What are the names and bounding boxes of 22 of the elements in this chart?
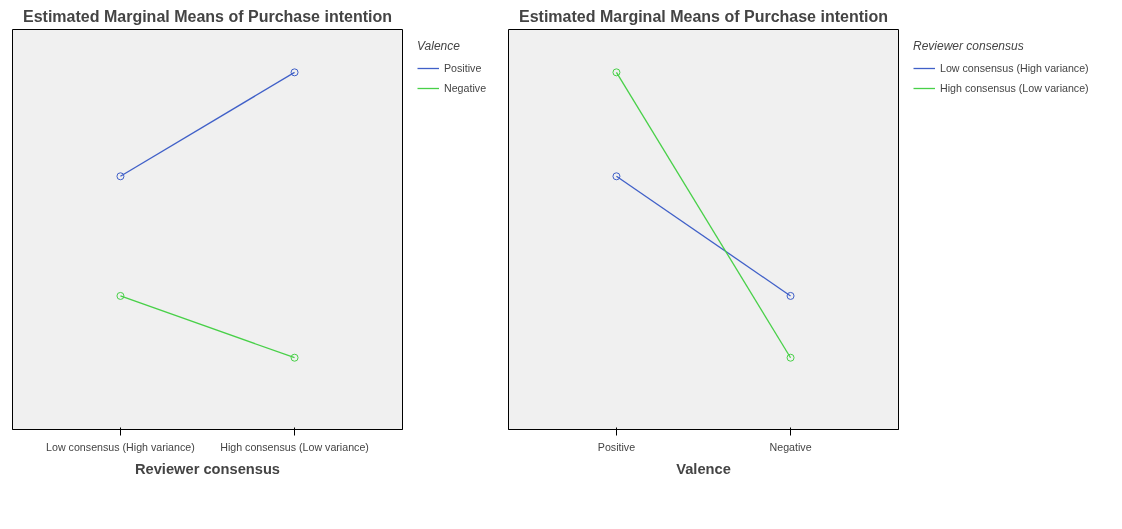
chart-title: Estimated Marginal Means of Purchase intention — [23, 7, 392, 25]
chart-title: Estimated Marginal Means of Purchase intention — [519, 7, 888, 25]
legend-label: Negative — [444, 82, 487, 94]
x-tick-label: Low consensus (High variance) — [46, 440, 195, 453]
point — [786, 353, 795, 362]
legend-label: Low consensus (High variance) — [940, 62, 1089, 74]
legend-title: Reviewer consensus — [913, 39, 1025, 53]
point — [612, 172, 621, 181]
x-tick-label: Positive — [597, 440, 636, 453]
point — [786, 291, 795, 300]
legend-label: High consensus (Low variance) — [940, 82, 1089, 94]
point — [290, 68, 299, 77]
point — [116, 172, 125, 181]
legend-title: Valence — [417, 39, 461, 53]
x-axis-title: Reviewer consensus — [135, 460, 281, 477]
point — [290, 353, 299, 362]
legend-label: Positive — [444, 62, 482, 74]
point — [612, 68, 621, 77]
x-tick-label: High consensus (Low variance) — [220, 440, 369, 453]
point — [116, 291, 125, 300]
x-tick-label: Negative — [769, 440, 812, 453]
x-axis-title: Valence — [676, 460, 731, 477]
